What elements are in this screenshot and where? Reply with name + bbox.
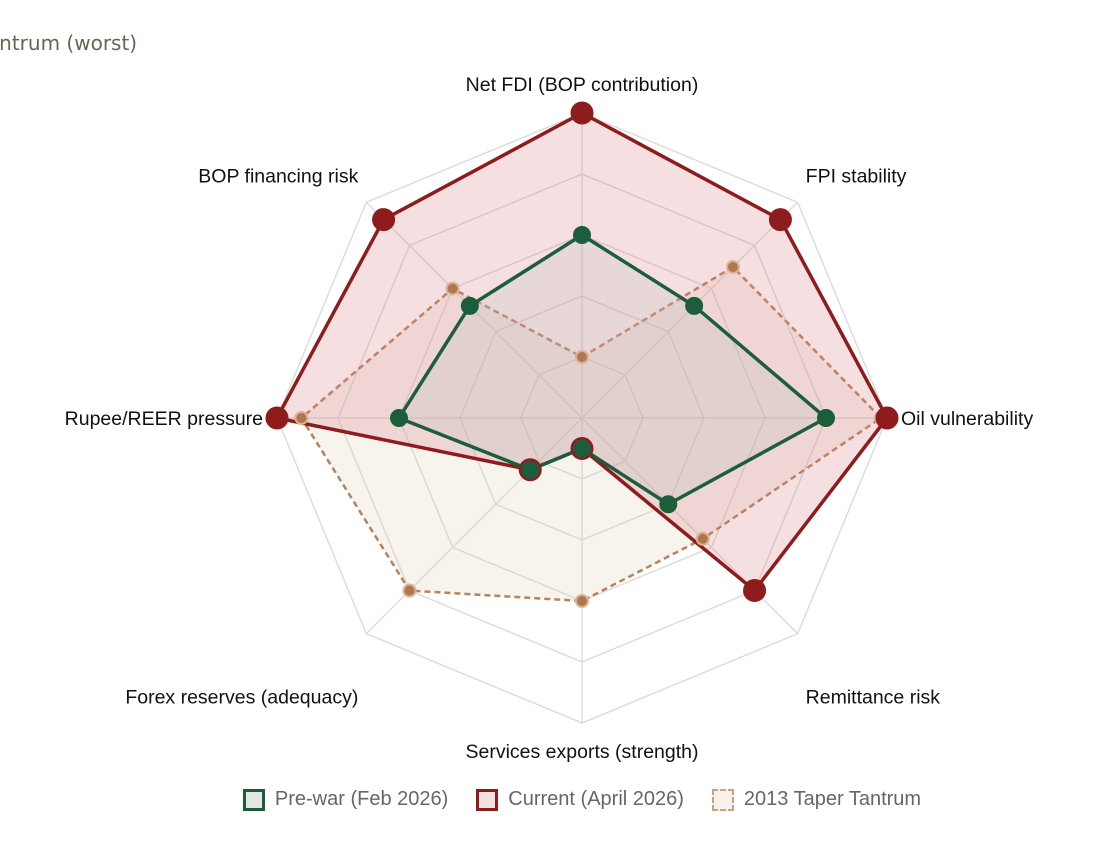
data-point [695,531,710,546]
data-point [685,296,704,315]
legend-item[interactable]: Pre-war (Feb 2026) [242,788,449,811]
grid-spoke [365,417,583,635]
data-point [570,101,594,125]
data-point [817,409,835,427]
data-point [659,495,678,514]
data-point [875,406,899,430]
chart-legend: Pre-war (Feb 2026) Current (April 2026) 20… [0,788,1094,811]
legend-label: Current (April 2026) [508,788,684,810]
legend-swatch [476,788,499,811]
data-point [372,208,396,232]
data-point [573,439,591,458]
legend-label: Pre-war (Feb 2026) [274,788,449,810]
axis-label: Remittance risk [806,687,941,709]
data-point [725,260,740,275]
radar-chart: Net FDI (BOP contribution) FPI stability O… [65,74,1034,763]
legend-label: 2013 Taper Tantrum [743,788,922,810]
axis-label: FPI stability [806,165,907,187]
axis-label: BOP financing risk [198,165,358,187]
data-point [768,208,792,232]
axis-label: Forex reserves (adequacy) [125,687,358,709]
legend-swatch [711,788,734,811]
axis-label: Services exports (strength) [465,741,698,763]
legend-item[interactable]: Current (April 2026) [476,788,684,811]
data-point [575,350,589,364]
data-point [460,296,479,315]
data-point [390,409,408,427]
axis-label: Rupee/REER pressure [65,408,263,430]
data-point [575,594,589,608]
axis-label: Net FDI (BOP contribution) [466,74,699,96]
data-point [743,579,767,603]
chart-caption: Tantrum (worst) [0,31,138,55]
series-area [300,265,883,603]
legend-swatch [242,788,265,811]
data-point [445,281,460,296]
data-point [294,411,309,425]
data-point [573,226,591,244]
legend-item[interactable]: 2013 Taper Tantrum [711,788,922,811]
axis-label: Oil vulnerability [901,408,1033,430]
data-point [265,406,289,430]
data-point [402,583,417,598]
data-point [521,460,540,479]
